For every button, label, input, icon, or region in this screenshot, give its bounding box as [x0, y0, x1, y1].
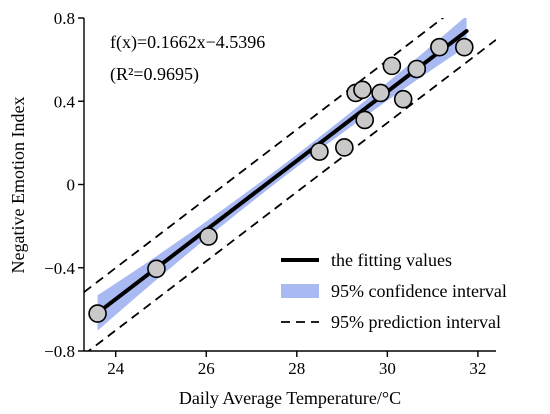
legend-swatch-confidence	[281, 284, 319, 298]
data-point	[88, 304, 107, 323]
data-point	[355, 110, 375, 130]
scatter-points-layer	[88, 37, 474, 323]
x-tick-label: 26	[198, 359, 215, 378]
prediction-upper-line	[84, 18, 445, 293]
x-tick-label: 28	[288, 359, 305, 378]
legend-label-confidence: 95% confidence interval	[331, 281, 507, 301]
x-axis-label: Daily Average Temperature/°C	[179, 388, 401, 408]
legend: the fitting values 95% confidence interv…	[281, 250, 507, 332]
y-ticks: −0.8 −0.4 0 0.4 0.8	[44, 9, 84, 361]
r-squared-label: (R²=0.9695)	[110, 64, 199, 85]
y-tick-label: 0.4	[54, 92, 76, 111]
data-point	[147, 259, 166, 279]
legend-label-prediction: 95% prediction interval	[331, 312, 501, 332]
data-point	[382, 56, 402, 76]
data-point	[407, 59, 427, 79]
y-tick-label: 0.8	[54, 9, 75, 28]
legend-label-fit: the fitting values	[331, 250, 452, 270]
x-tick-label: 30	[379, 359, 396, 378]
data-point	[335, 138, 354, 157]
y-tick-label: −0.8	[44, 342, 75, 361]
data-point	[371, 83, 390, 103]
x-ticks: 24 26 28 30 32	[107, 351, 486, 378]
x-tick-label: 32	[469, 359, 486, 378]
prediction-interval-layer	[84, 18, 496, 351]
y-tick-label: 0	[67, 176, 76, 195]
data-point	[430, 37, 449, 57]
x-tick-label: 24	[107, 359, 125, 378]
prediction-lower-line	[87, 39, 496, 351]
data-point	[455, 37, 474, 57]
regression-equation: f(x)=0.1662x−4.5396	[110, 32, 265, 53]
data-point	[310, 142, 329, 161]
y-tick-label: −0.4	[44, 259, 75, 278]
data-point	[393, 89, 413, 109]
data-point	[353, 80, 372, 100]
data-point	[199, 227, 218, 246]
y-axis-label: Negative Emotion Index	[8, 97, 28, 274]
